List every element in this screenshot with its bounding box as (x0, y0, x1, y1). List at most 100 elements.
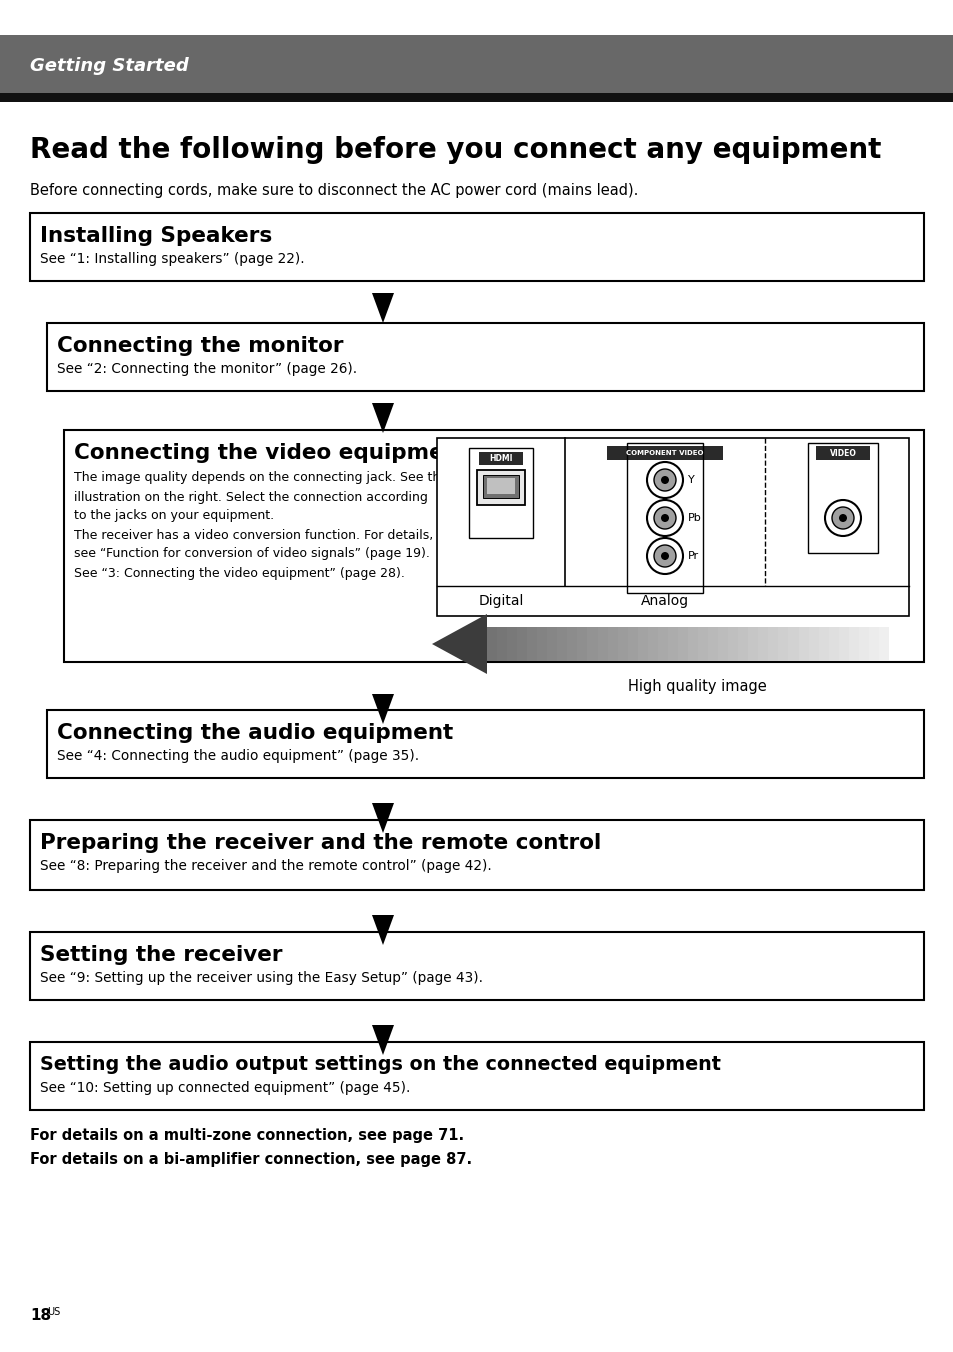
Text: COMPONENT VIDEO: COMPONENT VIDEO (625, 450, 703, 456)
Text: Connecting the monitor: Connecting the monitor (57, 337, 343, 356)
Bar (478, 452, 522, 465)
Bar (64, 430, 923, 662)
Bar (617, 627, 627, 661)
Text: Pr: Pr (687, 552, 699, 561)
Circle shape (824, 500, 861, 535)
Bar (47, 710, 923, 777)
Polygon shape (372, 1025, 394, 1055)
Bar (497, 627, 507, 661)
Bar (808, 627, 818, 661)
Bar (815, 446, 869, 460)
Bar (828, 627, 838, 661)
Text: See “10: Setting up connected equipment” (page 45).: See “10: Setting up connected equipment”… (40, 1082, 410, 1095)
Polygon shape (372, 403, 394, 433)
Text: HDMI: HDMI (489, 454, 512, 462)
Bar (878, 627, 888, 661)
Bar (567, 627, 577, 661)
Text: to the jacks on your equipment.: to the jacks on your equipment. (74, 510, 274, 522)
Bar (807, 443, 877, 553)
Text: Preparing the receiver and the remote control: Preparing the receiver and the remote co… (40, 833, 600, 853)
Circle shape (646, 500, 682, 535)
Bar (758, 627, 767, 661)
Bar (30, 932, 923, 1000)
Circle shape (831, 507, 853, 529)
Bar (667, 627, 678, 661)
Bar (476, 470, 524, 506)
Bar (848, 627, 858, 661)
Text: See “2: Connecting the monitor” (page 26).: See “2: Connecting the monitor” (page 26… (57, 362, 356, 376)
Bar (727, 627, 738, 661)
Bar (30, 821, 923, 890)
Bar (30, 214, 923, 281)
Bar (838, 627, 848, 661)
Text: For details on a multi-zone connection, see page 71.: For details on a multi-zone connection, … (30, 1128, 464, 1142)
Text: See “1: Installing speakers” (page 22).: See “1: Installing speakers” (page 22). (40, 251, 304, 266)
Text: Read the following before you connect any equipment: Read the following before you connect an… (30, 137, 881, 164)
Bar (638, 627, 647, 661)
Text: The receiver has a video conversion function. For details,: The receiver has a video conversion func… (74, 529, 433, 542)
Bar (767, 627, 778, 661)
Text: Analog: Analog (640, 594, 688, 608)
Text: See “4: Connecting the audio equipment” (page 35).: See “4: Connecting the audio equipment” … (57, 749, 418, 763)
Polygon shape (372, 803, 394, 833)
Bar (658, 627, 667, 661)
Circle shape (660, 514, 668, 522)
Text: 18: 18 (30, 1307, 51, 1322)
Text: Installing Speakers: Installing Speakers (40, 226, 272, 246)
Text: Pb: Pb (687, 512, 701, 523)
Bar (747, 627, 758, 661)
Text: High quality image: High quality image (627, 679, 765, 694)
Bar (517, 627, 527, 661)
Bar (698, 627, 707, 661)
Circle shape (646, 462, 682, 498)
Bar (0, 35, 953, 97)
Bar (469, 448, 533, 538)
Bar (818, 627, 828, 661)
Bar (577, 627, 587, 661)
Polygon shape (372, 293, 394, 323)
Bar (557, 627, 567, 661)
Bar (606, 446, 722, 460)
Circle shape (654, 545, 676, 566)
Bar (626, 443, 702, 594)
Bar (486, 627, 497, 661)
Circle shape (660, 552, 668, 560)
Bar (647, 627, 658, 661)
Text: See “8: Preparing the receiver and the remote control” (page 42).: See “8: Preparing the receiver and the r… (40, 859, 491, 873)
Bar (778, 627, 788, 661)
Text: see “Function for conversion of video signals” (page 19).: see “Function for conversion of video si… (74, 548, 430, 561)
Text: Setting the audio output settings on the connected equipment: Setting the audio output settings on the… (40, 1056, 720, 1075)
Bar (507, 627, 517, 661)
Text: Setting the receiver: Setting the receiver (40, 945, 282, 965)
Circle shape (654, 469, 676, 491)
Bar (0, 93, 953, 101)
Bar (738, 627, 747, 661)
Text: illustration on the right. Select the connection according: illustration on the right. Select the co… (74, 491, 428, 503)
Bar (597, 627, 607, 661)
Circle shape (660, 476, 668, 484)
Text: Digital: Digital (477, 594, 523, 608)
Text: US: US (47, 1307, 60, 1317)
Bar (607, 627, 617, 661)
Text: The image quality depends on the connecting jack. See the: The image quality depends on the connect… (74, 472, 448, 484)
Polygon shape (432, 614, 486, 675)
Bar (718, 627, 727, 661)
Polygon shape (372, 694, 394, 725)
Text: See “9: Setting up the receiver using the Easy Setup” (page 43).: See “9: Setting up the receiver using th… (40, 971, 482, 986)
Circle shape (646, 538, 682, 575)
Bar (858, 627, 868, 661)
Bar (788, 627, 798, 661)
Bar (537, 627, 547, 661)
Bar (868, 627, 878, 661)
Circle shape (838, 514, 846, 522)
Bar (798, 627, 808, 661)
Bar (587, 627, 597, 661)
Bar (707, 627, 718, 661)
Text: Getting Started: Getting Started (30, 57, 189, 74)
Text: Before connecting cords, make sure to disconnect the AC power cord (mains lead).: Before connecting cords, make sure to di… (30, 183, 638, 197)
Bar (547, 627, 557, 661)
Text: Connecting the video equipment: Connecting the video equipment (74, 443, 469, 462)
Bar (436, 438, 908, 617)
Text: See “3: Connecting the video equipment” (page 28).: See “3: Connecting the video equipment” … (74, 566, 404, 580)
Bar (482, 475, 518, 498)
